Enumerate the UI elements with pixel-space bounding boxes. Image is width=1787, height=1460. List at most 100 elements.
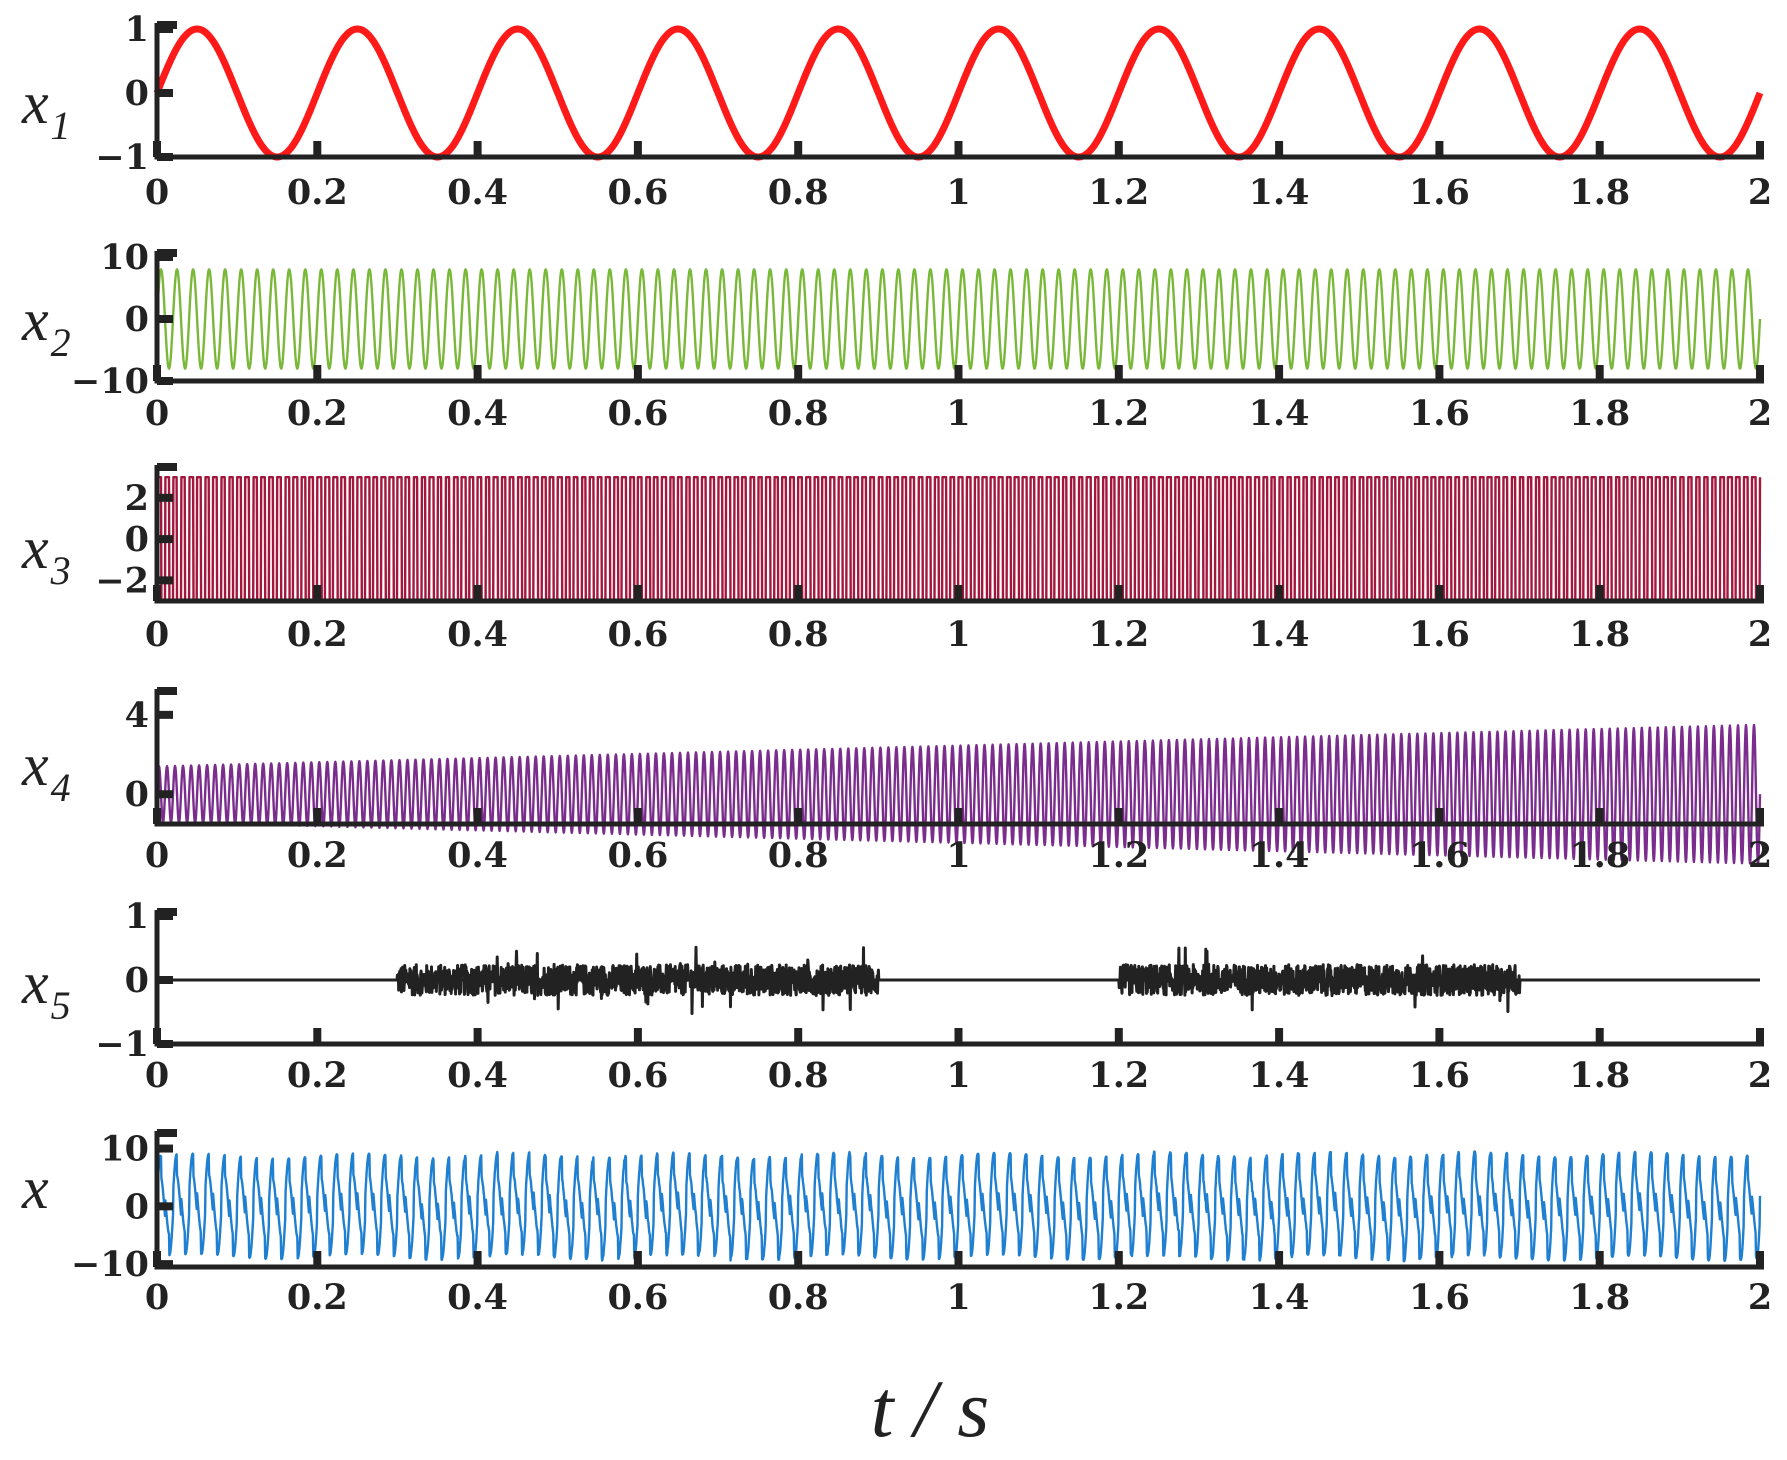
panel-x5: 0 0.2 0.4 0.6 0.8 1 1.2 1.4 1.6 1.8 210−1x5 bbox=[21, 896, 1772, 1096]
x-tick-label-x5-2: 0.4 bbox=[447, 1055, 508, 1096]
x-tick-label-x-5: 1 bbox=[946, 1277, 970, 1318]
x-tick-label-x1-3: 0.6 bbox=[607, 172, 668, 213]
y-axis-label-x5: x5 bbox=[21, 950, 71, 1028]
x-tick-label-x3-9: 1.8 bbox=[1569, 614, 1630, 655]
y-tick-label-x5-1: 0 bbox=[125, 960, 149, 1001]
x-tick-label-x4-6: 1.2 bbox=[1088, 835, 1149, 876]
x-tick-label-x1-1: 0.2 bbox=[287, 172, 348, 213]
x-tick-label-x1-9: 1.8 bbox=[1569, 172, 1630, 213]
x-tick-label-x1-2: 0.4 bbox=[447, 172, 508, 213]
x-tick-label-x4-8: 1.6 bbox=[1409, 835, 1470, 876]
x-tick-label-x5-4: 0.8 bbox=[768, 1055, 829, 1096]
panel-x3: 0 0.2 0.4 0.6 0.8 1 1.2 1.4 1.6 1.8 220−2x3 bbox=[21, 463, 1772, 655]
y-tick-label-x2-1: 0 bbox=[125, 299, 149, 340]
x-axis-label: t / s bbox=[871, 1363, 989, 1454]
y-tick-label-x1-2: −1 bbox=[95, 137, 149, 178]
series-line-x3 bbox=[156, 476, 1762, 603]
x-tick-label-x5-3: 0.6 bbox=[607, 1055, 668, 1096]
x-tick-label-x3-3: 0.6 bbox=[607, 614, 668, 655]
x-tick-label-x2-0: 0 bbox=[145, 393, 169, 434]
x-tick-label-x5-0: 0 bbox=[145, 1055, 169, 1096]
x-tick-label-x2-9: 1.8 bbox=[1569, 393, 1630, 434]
x-tick-label-x2-8: 1.6 bbox=[1409, 393, 1470, 434]
x-tick-label-x4-7: 1.4 bbox=[1249, 835, 1310, 876]
panel-x1: 0 0.2 0.4 0.6 0.8 1 1.2 1.4 1.6 1.8 210−1x1 bbox=[21, 9, 1772, 213]
y-tick-label-x1-0: 1 bbox=[125, 9, 149, 50]
y-tick-label-x4-0: 4 bbox=[125, 695, 149, 736]
x-tick-label-x-8: 1.6 bbox=[1409, 1277, 1470, 1318]
x-tick-label-x-7: 1.4 bbox=[1249, 1277, 1310, 1318]
x-tick-label-x3-1: 0.2 bbox=[287, 614, 348, 655]
x-tick-label-x4-9: 1.8 bbox=[1569, 835, 1630, 876]
x-tick-label-x4-5: 1 bbox=[946, 835, 970, 876]
y-axis-label-x4: x4 bbox=[21, 732, 71, 810]
x-tick-label-x5-10: 2 bbox=[1748, 1055, 1772, 1096]
x-tick-label-x2-7: 1.4 bbox=[1249, 393, 1310, 434]
series-line-x4 bbox=[155, 723, 1762, 865]
x-tick-label-x4-10: 2 bbox=[1748, 835, 1772, 876]
x-tick-label-x1-4: 0.8 bbox=[768, 172, 829, 213]
x-tick-label-x-0: 0 bbox=[145, 1277, 169, 1318]
x-tick-label-x4-1: 0.2 bbox=[287, 835, 348, 876]
y-tick-label-x3-1: 0 bbox=[125, 519, 149, 560]
series-line-x5 bbox=[155, 945, 1762, 1015]
panel-x4: 0 0.2 0.4 0.6 0.8 1 1.2 1.4 1.6 1.8 2 4 0 x4 bbox=[21, 687, 1772, 876]
y-axis-label-x1: x1 bbox=[21, 70, 71, 148]
x-tick-label-x-6: 1.2 bbox=[1088, 1277, 1149, 1318]
x-tick-label-x2-6: 1.2 bbox=[1088, 393, 1149, 434]
y-axis-label-x2: x2 bbox=[21, 287, 71, 365]
x-tick-label-x5-7: 1.4 bbox=[1249, 1055, 1310, 1096]
x-tick-label-x3-2: 0.4 bbox=[447, 614, 508, 655]
y-tick-label-x1-1: 0 bbox=[125, 73, 149, 114]
x-tick-label-x3-5: 1 bbox=[946, 614, 970, 655]
x-tick-label-x-4: 0.8 bbox=[768, 1277, 829, 1318]
x-tick-label-x3-4: 0.8 bbox=[768, 614, 829, 655]
y-tick-label-x-2: −10 bbox=[71, 1244, 149, 1285]
x-tick-label-x2-3: 0.6 bbox=[607, 393, 668, 434]
y-tick-label-x5-0: 1 bbox=[125, 896, 149, 937]
y-tick-label-x3-0: 2 bbox=[125, 478, 149, 519]
x-tick-label-x-3: 0.6 bbox=[607, 1277, 668, 1318]
y-tick-label-x2-2: −10 bbox=[71, 361, 149, 402]
x-tick-label-x-2: 0.4 bbox=[447, 1277, 508, 1318]
x-tick-label-x5-1: 0.2 bbox=[287, 1055, 348, 1096]
x-tick-label-x3-6: 1.2 bbox=[1088, 614, 1149, 655]
x-tick-label-x4-0: 0 bbox=[145, 835, 169, 876]
x-tick-label-x5-9: 1.8 bbox=[1569, 1055, 1630, 1096]
x-tick-label-x3-8: 1.6 bbox=[1409, 614, 1470, 655]
x-tick-label-x1-6: 1.2 bbox=[1088, 172, 1149, 213]
y-tick-label-x-0: 10 bbox=[100, 1129, 149, 1170]
x-tick-label-x4-4: 0.8 bbox=[768, 835, 829, 876]
x-tick-label-x5-8: 1.6 bbox=[1409, 1055, 1470, 1096]
x-tick-label-x5-5: 1 bbox=[946, 1055, 970, 1096]
y-tick-label-x-1: 0 bbox=[125, 1186, 149, 1227]
series-line-x1 bbox=[153, 25, 1764, 161]
y-axis-label-x: x bbox=[21, 1155, 49, 1221]
x-tick-label-x1-7: 1.4 bbox=[1249, 172, 1310, 213]
x-tick-label-x3-7: 1.4 bbox=[1249, 614, 1310, 655]
series-line-x bbox=[155, 1150, 1762, 1263]
x-tick-label-x2-4: 0.8 bbox=[768, 393, 829, 434]
x-tick-label-x2-10: 2 bbox=[1748, 393, 1772, 434]
series-line-x2 bbox=[155, 268, 1762, 370]
y-tick-label-x3-2: −2 bbox=[95, 560, 149, 601]
x-tick-label-x2-1: 0.2 bbox=[287, 393, 348, 434]
x-tick-label-x1-0: 0 bbox=[145, 172, 169, 213]
x-tick-label-x3-0: 0 bbox=[145, 614, 169, 655]
x-tick-label-x-1: 0.2 bbox=[287, 1277, 348, 1318]
x-tick-label-x4-3: 0.6 bbox=[607, 835, 668, 876]
x-tick-label-x5-6: 1.2 bbox=[1088, 1055, 1149, 1096]
y-axis-label-x3: x3 bbox=[21, 515, 71, 593]
y-tick-label-x5-2: −1 bbox=[95, 1024, 149, 1065]
x-tick-label-x-10: 2 bbox=[1748, 1277, 1772, 1318]
x-tick-label-x-9: 1.8 bbox=[1569, 1277, 1630, 1318]
x-tick-label-x4-2: 0.4 bbox=[447, 835, 508, 876]
x-tick-label-x2-5: 1 bbox=[946, 393, 970, 434]
y-tick-label-x4-1: 0 bbox=[125, 774, 149, 815]
x-tick-label-x1-10: 2 bbox=[1748, 172, 1772, 213]
x-tick-label-x3-10: 2 bbox=[1748, 614, 1772, 655]
